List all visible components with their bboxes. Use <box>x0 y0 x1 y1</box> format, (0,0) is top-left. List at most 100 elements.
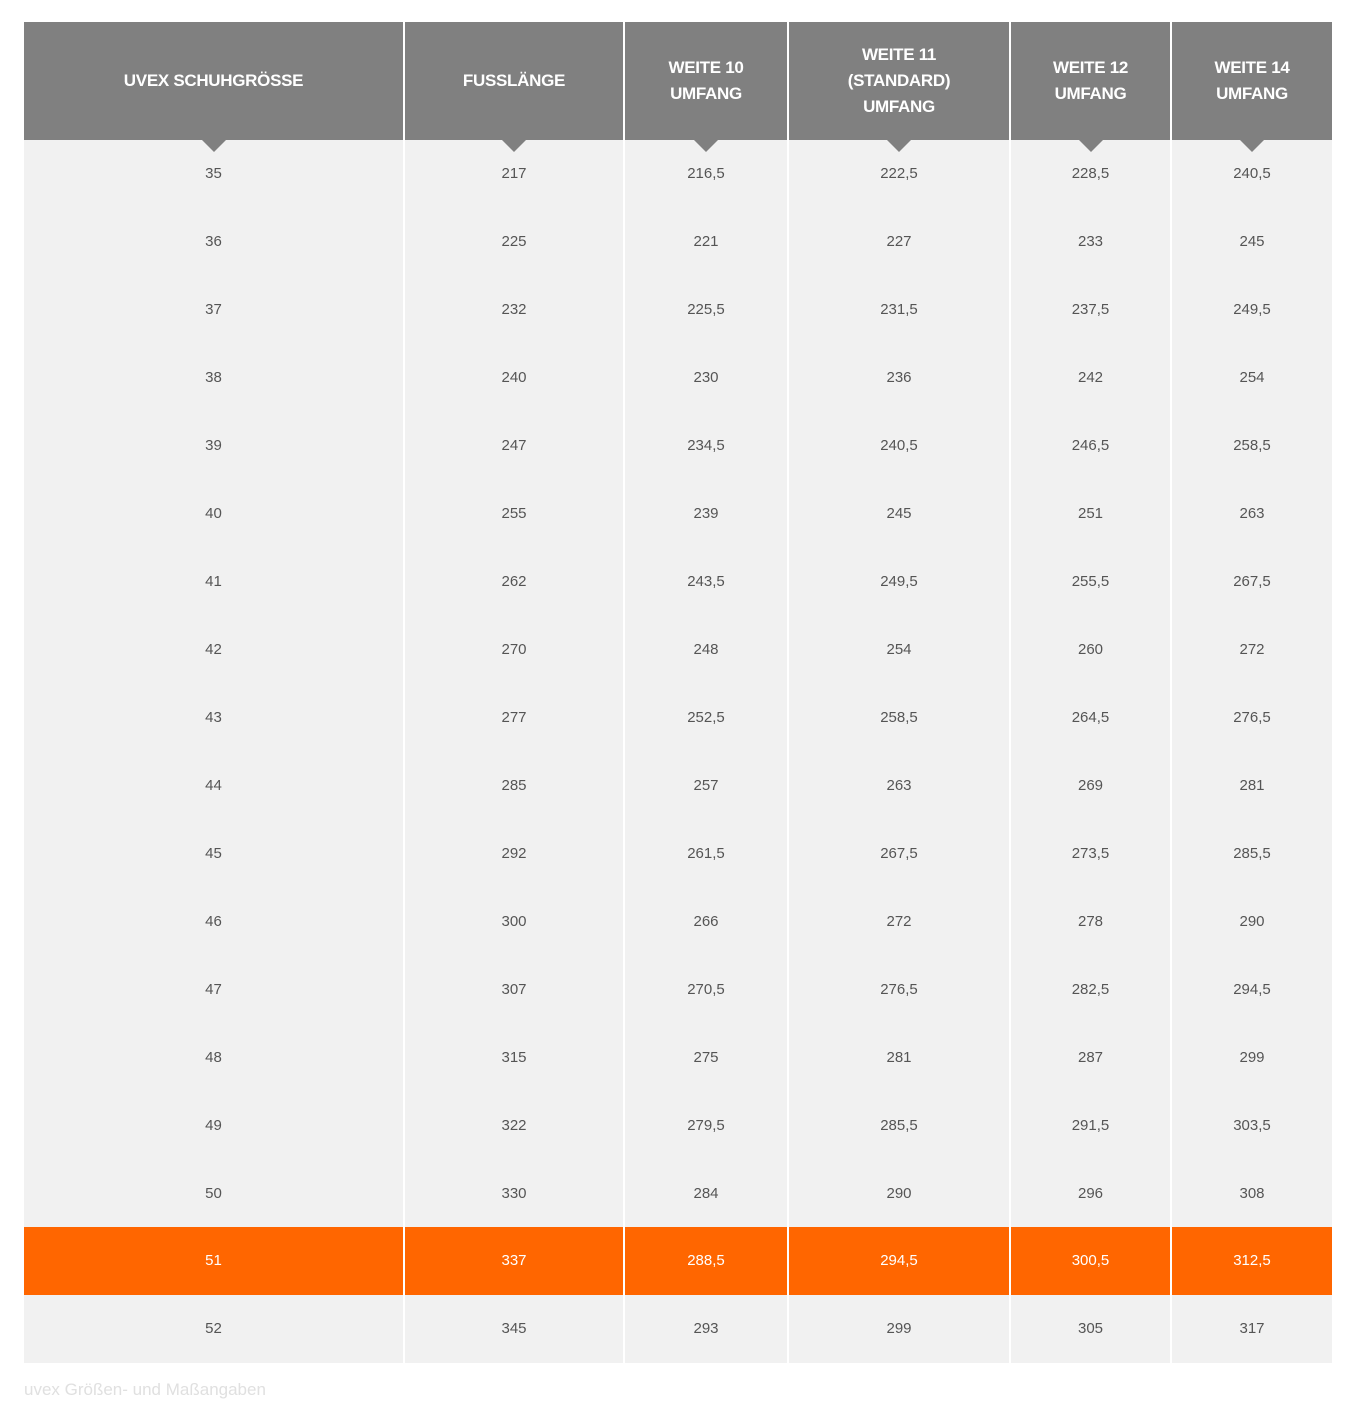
table-cell: 288,5 <box>623 1227 788 1295</box>
table-cell: 270,5 <box>623 955 788 1024</box>
table-cell: 254 <box>787 615 1010 684</box>
table-cell: 290 <box>787 1159 1010 1227</box>
table-row: 41 262 243,5 249,5 255,5 267,5 <box>24 547 1332 616</box>
table-cell: 277 <box>403 683 624 752</box>
column-header: UVEX SCHUHGRÖSSE <box>24 22 404 152</box>
table-row: 40 255 239 245 251 263 <box>24 479 1332 548</box>
column-header: WEITE 12 UMFANG <box>1009 22 1171 152</box>
table-cell: 249,5 <box>1170 275 1332 344</box>
table-cell: 322 <box>403 1091 624 1160</box>
table-cell: 232 <box>403 275 624 344</box>
table-row: 46 300 266 272 278 290 <box>24 887 1332 956</box>
table-cell: 264,5 <box>1009 683 1171 752</box>
table-cell: 275 <box>623 1023 788 1092</box>
table-cell: 39 <box>24 411 404 480</box>
table-cell: 303,5 <box>1170 1091 1332 1160</box>
table-row: 38 240 230 236 242 254 <box>24 343 1332 412</box>
table-cell: 49 <box>24 1091 404 1160</box>
table-cell: 240 <box>403 343 624 412</box>
table-cell: 258,5 <box>787 683 1010 752</box>
table-cell: 278 <box>1009 887 1171 956</box>
table-cell: 46 <box>24 887 404 956</box>
table-row: 50 330 284 290 296 308 <box>24 1159 1332 1227</box>
table-cell: 276,5 <box>1170 683 1332 752</box>
table-cell: 234,5 <box>623 411 788 480</box>
table-cell: 292 <box>403 819 624 888</box>
table-cell: 294,5 <box>787 1227 1010 1295</box>
table-cell: 296 <box>1009 1159 1171 1227</box>
column-header: WEITE 14 UMFANG <box>1170 22 1332 152</box>
table-cell: 282,5 <box>1009 955 1171 1024</box>
table-cell: 242 <box>1009 343 1171 412</box>
table-cell: 266 <box>623 887 788 956</box>
table-cell: 285,5 <box>1170 819 1332 888</box>
table-row: 45 292 261,5 267,5 273,5 285,5 <box>24 819 1332 888</box>
table-row: 37 232 225,5 231,5 237,5 249,5 <box>24 275 1332 344</box>
table-cell: 247 <box>403 411 624 480</box>
table-cell: 230 <box>623 343 788 412</box>
table-cell: 272 <box>1170 615 1332 684</box>
table-cell: 269 <box>1009 751 1171 820</box>
table-cell: 273,5 <box>1009 819 1171 888</box>
table-cell: 237,5 <box>1009 275 1171 344</box>
table-cell: 272 <box>787 887 1010 956</box>
table-cell: 245 <box>787 479 1010 548</box>
table-cell: 254 <box>1170 343 1332 412</box>
column-header: FUSSLÄNGE <box>403 22 624 152</box>
table-cell: 255,5 <box>1009 547 1171 616</box>
table-cell: 285 <box>403 751 624 820</box>
table-cell: 260 <box>1009 615 1171 684</box>
table-cell: 284 <box>623 1159 788 1227</box>
table-cell: 42 <box>24 615 404 684</box>
table-cell: 221 <box>623 207 788 276</box>
table-cell: 41 <box>24 547 404 616</box>
table-cell: 279,5 <box>623 1091 788 1160</box>
table-cell: 217 <box>403 140 624 208</box>
table-cell: 36 <box>24 207 404 276</box>
table-cell: 258,5 <box>1170 411 1332 480</box>
table-cell: 245 <box>1170 207 1332 276</box>
table-cell: 263 <box>1170 479 1332 548</box>
table-row: 42 270 248 254 260 272 <box>24 615 1332 684</box>
table-cell: 45 <box>24 819 404 888</box>
table-cell: 225 <box>403 207 624 276</box>
table-cell: 51 <box>24 1227 404 1295</box>
table-cell: 300 <box>403 887 624 956</box>
column-header: WEITE 10 UMFANG <box>623 22 788 152</box>
table-caption: uvex Größen- und Maßangaben <box>24 1380 266 1399</box>
table-cell: 38 <box>24 343 404 412</box>
table-cell: 270 <box>403 615 624 684</box>
table-cell: 243,5 <box>623 547 788 616</box>
table-cell: 37 <box>24 275 404 344</box>
table-cell: 300,5 <box>1009 1227 1171 1295</box>
table-cell: 233 <box>1009 207 1171 276</box>
table-cell: 337 <box>403 1227 624 1295</box>
table-cell: 299 <box>1170 1023 1332 1092</box>
table-cell: 276,5 <box>787 955 1010 1024</box>
table-row: 44 285 257 263 269 281 <box>24 751 1332 820</box>
table-cell: 263 <box>787 751 1010 820</box>
header-row: UVEX SCHUHGRÖSSE FUSSLÄNGE WEITE 10 UMFANG W… <box>24 22 1332 152</box>
column-header: WEITE 11 (STANDARD) UMFANG <box>787 22 1010 152</box>
table-cell: 317 <box>1170 1294 1332 1363</box>
table-cell: 225,5 <box>623 275 788 344</box>
table-cell: 281 <box>787 1023 1010 1092</box>
table-cell: 315 <box>403 1023 624 1092</box>
size-chart-table: UVEX SCHUHGRÖSSE FUSSLÄNGE WEITE 10 UMFANG W… <box>24 22 1332 1363</box>
table-cell: 287 <box>1009 1023 1171 1092</box>
table-cell: 50 <box>24 1159 404 1227</box>
table-cell: 40 <box>24 479 404 548</box>
table-cell: 236 <box>787 343 1010 412</box>
table-cell: 294,5 <box>1170 955 1332 1024</box>
table-cell: 305 <box>1009 1294 1171 1363</box>
table-cell: 52 <box>24 1294 404 1363</box>
table-cell: 262 <box>403 547 624 616</box>
table-body: 35 217 216,5 222,5 228,5 240,5 36 225 221 227 233 2… <box>24 140 1332 1363</box>
table-cell: 255 <box>403 479 624 548</box>
table-cell: 293 <box>623 1294 788 1363</box>
table-cell: 246,5 <box>1009 411 1171 480</box>
table-cell: 43 <box>24 683 404 752</box>
table-cell: 267,5 <box>787 819 1010 888</box>
table-cell: 227 <box>787 207 1010 276</box>
table-cell: 240,5 <box>787 411 1010 480</box>
